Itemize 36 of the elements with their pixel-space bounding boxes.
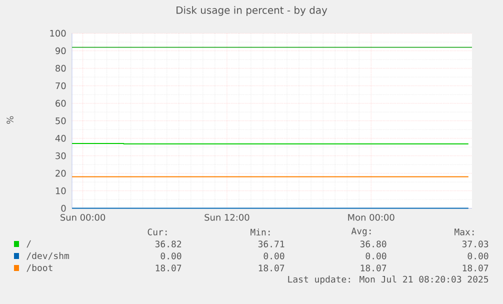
legend-label: /dev/shm xyxy=(26,252,69,260)
text: 36.71 xyxy=(258,240,284,248)
y-tick-label: 0 xyxy=(61,204,66,212)
text: 0.00 xyxy=(160,252,182,260)
text: 0.00 xyxy=(468,252,488,260)
text: 18.07 xyxy=(462,264,488,272)
y-tick-label: 50 xyxy=(56,117,66,124)
y-axis-title: % xyxy=(6,116,14,124)
text: Min: xyxy=(250,228,270,236)
chart-title: Disk usage in percent - by day xyxy=(176,6,328,16)
y-tick-label: 30 xyxy=(56,152,66,160)
legend-label: / xyxy=(26,240,31,248)
text: 36.82 xyxy=(155,240,182,248)
text: Max: xyxy=(454,228,474,236)
y-tick-label: 40 xyxy=(55,134,66,142)
y-tick-label: 20 xyxy=(56,170,66,177)
text: 0.00 xyxy=(366,252,386,260)
y-tick-label: 10 xyxy=(56,187,66,194)
text: 18.07 xyxy=(258,264,284,272)
text: 0.00 xyxy=(264,252,284,260)
x-tick-label: Sun 00:00 xyxy=(60,214,106,221)
x-tick-label: Sun 12:00 xyxy=(204,214,250,221)
x-tick-label: Mon 00:00 xyxy=(348,214,394,221)
text: Cur: xyxy=(148,228,167,236)
y-tick-label: 80 xyxy=(56,64,66,72)
y-tick-label: 70 xyxy=(56,82,66,90)
text: 18.07 xyxy=(360,264,386,272)
text: Avg: xyxy=(351,228,371,236)
y-tick-label: 90 xyxy=(56,47,66,54)
text: 18.07 xyxy=(156,264,182,272)
text: 36.80 xyxy=(360,240,386,248)
y-tick-label: 60 xyxy=(56,100,66,107)
text: Last update: Mon Jul 21 08:20:03 2025 xyxy=(288,276,488,284)
y-tick-label: 100 xyxy=(50,30,66,37)
text: 37.03 xyxy=(462,240,488,248)
legend-label: /boot xyxy=(26,264,52,272)
